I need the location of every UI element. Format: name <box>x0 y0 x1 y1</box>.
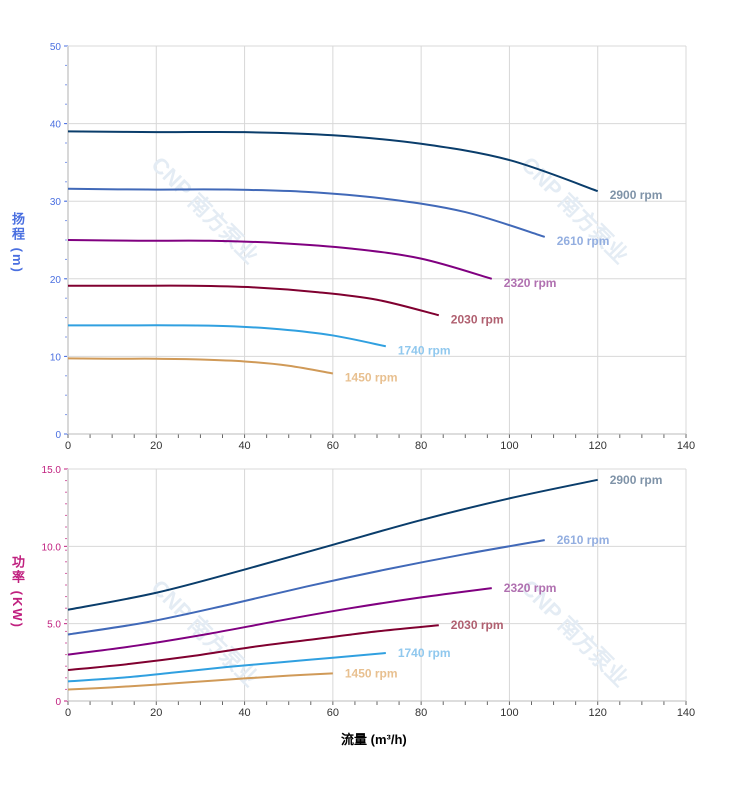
y-tick-label: 10 <box>50 352 62 363</box>
curve-2030-rpm <box>68 284 440 317</box>
y-tick-label: 15.0 <box>42 465 62 476</box>
curve-label: 2610 rpm <box>557 533 610 547</box>
curve-2610-rpm <box>67 187 546 238</box>
x-tick-label: 0 <box>65 707 71 719</box>
curve-label: 1450 rpm <box>345 370 398 384</box>
curve-2320-rpm <box>67 239 493 280</box>
x-tick-label: 40 <box>238 707 250 719</box>
curve-label: 2030 rpm <box>451 618 504 632</box>
y-tick-label: 40 <box>50 120 62 131</box>
curve-1740-rpm <box>68 324 387 348</box>
curve-2900-rpm <box>67 478 598 611</box>
y-tick-label: 0 <box>55 697 61 708</box>
power-axis-label: 功率 (KW) <box>10 555 25 629</box>
y-tick-label: 20 <box>50 275 62 286</box>
x-tick-label: 40 <box>238 440 250 452</box>
x-tick-label: 20 <box>150 440 162 452</box>
x-tick-label: 120 <box>589 707 607 719</box>
curve-label: 1450 rpm <box>345 666 398 680</box>
curve-label: 2900 rpm <box>610 188 663 202</box>
x-tick-label: 20 <box>150 707 162 719</box>
head-axis-label: 扬程 (m) <box>10 212 25 274</box>
y-tick-label: 0 <box>55 430 61 441</box>
x-tick-label: 100 <box>500 440 518 452</box>
curve-label: 2320 rpm <box>504 581 557 595</box>
curve-label: 1740 rpm <box>398 343 451 357</box>
x-tick-label: 100 <box>500 707 518 719</box>
x-tick-label: 60 <box>327 707 339 719</box>
curve-2320-rpm <box>67 587 492 656</box>
curve-label: 2320 rpm <box>504 276 557 290</box>
x-tick-label: 120 <box>589 440 607 452</box>
curve-label: 2030 rpm <box>451 312 504 326</box>
curve-label: 1740 rpm <box>398 646 451 660</box>
x-tick-label: 0 <box>65 440 71 452</box>
x-tick-label: 80 <box>415 707 427 719</box>
curve-1740-rpm <box>67 652 386 683</box>
x-tick-label: 80 <box>415 440 427 452</box>
y-tick-label: 5.0 <box>47 620 61 631</box>
y-tick-label: 30 <box>50 197 62 208</box>
x-tick-label: 140 <box>677 707 695 719</box>
x-tick-label: 140 <box>677 440 695 452</box>
curve-label: 2900 rpm <box>610 473 663 487</box>
curve-1450-rpm <box>67 357 334 375</box>
y-tick-label: 10.0 <box>42 542 62 553</box>
curve-2900-rpm <box>67 130 599 193</box>
watermark: CNP 南方泵业 <box>516 152 633 269</box>
curve-2030-rpm <box>67 624 439 672</box>
curve-1450-rpm <box>67 672 333 691</box>
flow-axis-label: 流量 (m³/h) <box>341 732 407 747</box>
curve-2610-rpm <box>67 539 545 636</box>
y-tick-label: 50 <box>50 42 62 53</box>
x-tick-label: 60 <box>327 440 339 452</box>
curve-label: 2610 rpm <box>557 234 610 248</box>
watermark: CNP 南方泵业 <box>146 152 263 269</box>
